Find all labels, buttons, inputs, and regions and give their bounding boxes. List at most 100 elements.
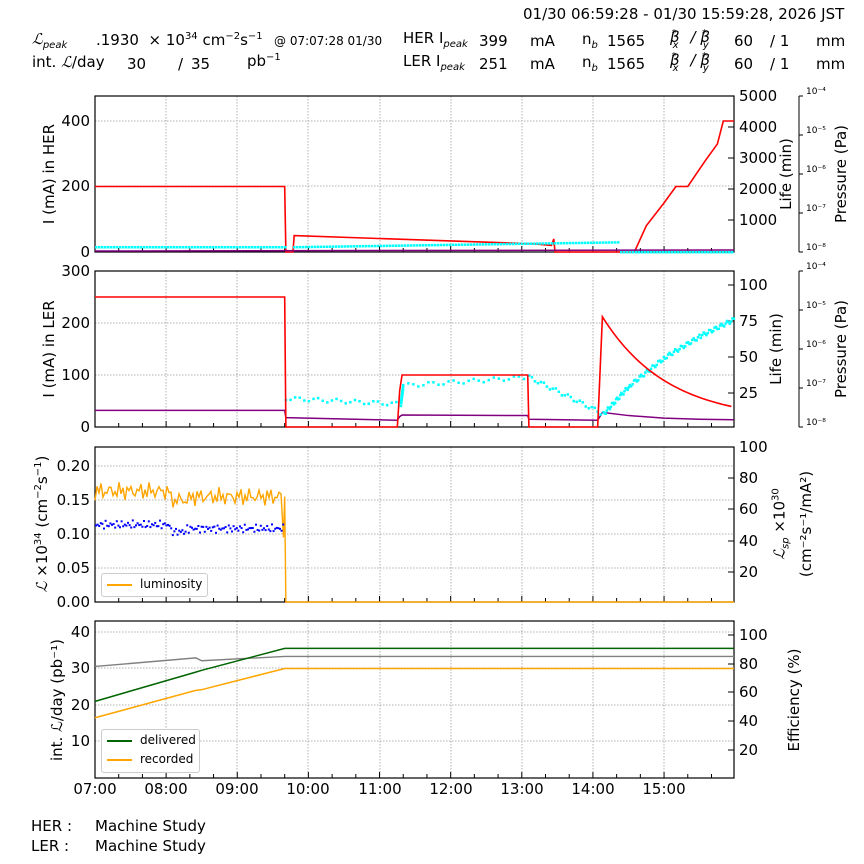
specific-lumi-point — [119, 526, 121, 529]
specific-lumi-point — [239, 525, 241, 528]
ler-lifetime-point — [672, 350, 676, 354]
her-lifetime-point — [479, 243, 482, 246]
ler-lifetime-point — [664, 357, 667, 360]
right-tick-label: 2000 — [739, 180, 778, 198]
ler-peak-current: 251 — [479, 55, 508, 73]
ler-lifetime-point — [706, 331, 709, 335]
ler-lifetime-point — [720, 322, 723, 326]
her-lifetime-point — [368, 244, 371, 248]
her-lifetime-point — [212, 246, 215, 249]
ler-lifetime-point — [637, 379, 640, 382]
ler-lifetime-point — [622, 393, 625, 396]
ler-lifetime-point — [390, 401, 393, 404]
ler-lifetime-point — [619, 393, 622, 397]
panel2-pressure-label: Pressure (Pa) — [832, 299, 850, 399]
her-lifetime-point — [728, 251, 731, 254]
ler-lifetime-point — [675, 349, 678, 352]
specific-lumi-point — [175, 527, 177, 530]
specific-lumi-point — [120, 520, 123, 523]
specific-lumi-point — [208, 526, 211, 529]
her-lifetime-point — [446, 243, 449, 247]
ler-lifetime-point — [629, 385, 633, 388]
ler-lifetime-point — [427, 381, 430, 384]
x-tick-label: 12:00 — [429, 780, 473, 798]
her-nb-label: nb — [582, 30, 598, 51]
right-tick-label: 4000 — [739, 118, 778, 136]
her-lifetime-point — [575, 241, 578, 245]
her-lifetime-point — [377, 244, 380, 248]
her-lifetime-point — [590, 241, 593, 245]
her-current-line — [95, 120, 734, 253]
her-lifetime-point — [704, 251, 707, 254]
ler-lifetime-point — [533, 380, 537, 383]
her-lifetime-point — [296, 245, 299, 249]
ler-lifetime-point — [344, 402, 347, 405]
ler-lifetime-point — [517, 375, 521, 378]
specific-lumi-point — [157, 525, 160, 528]
y-tick-label: 40 — [70, 623, 90, 641]
her-lifetime-point — [659, 251, 662, 254]
ler-pressure-line — [95, 409, 735, 421]
legend-label-luminosity: luminosity — [140, 577, 203, 591]
right-tick-label: 1000 — [739, 211, 778, 229]
her-lifetime-point — [701, 251, 704, 254]
her-lifetime-point — [431, 243, 434, 247]
her-lifetime-point — [215, 246, 218, 249]
her-lifetime-point — [587, 241, 590, 245]
ler-lifetime-point — [615, 396, 619, 399]
her-lifetime-point — [407, 244, 410, 247]
ler-lifetime-point — [447, 380, 450, 383]
her-lifetime-point — [143, 246, 146, 249]
ler-lifetime-point — [399, 404, 403, 408]
ler-lifetime-point — [542, 381, 546, 384]
her-lifetime-point — [314, 245, 317, 249]
her-beta-x: 60 — [734, 32, 754, 50]
her-lifetime-point — [374, 244, 377, 248]
her-lifetime-point — [320, 245, 323, 249]
specific-lumi-point — [184, 530, 187, 533]
ler-lifetime-point — [728, 322, 731, 325]
ler-lifetime-point — [725, 319, 729, 323]
int-lumi-label: int. ℒ/day — [32, 53, 105, 71]
her-lifetime-point — [338, 245, 341, 248]
her-lifetime-point — [707, 251, 710, 254]
specific-lumi-point — [269, 530, 272, 533]
ler-lifetime-point — [321, 399, 324, 403]
her-lifetime-point — [188, 246, 191, 249]
int-lumi-unit: pb−1 — [247, 52, 281, 70]
her-beta-y: / 1 — [770, 32, 790, 50]
specific-lumi-point — [267, 528, 270, 531]
specific-lumi-point — [138, 524, 141, 527]
ler-lifetime-point — [692, 337, 696, 340]
panel3-right-label-1: ℒsp ×1030 — [770, 488, 792, 560]
ler-lifetime-point — [512, 375, 516, 378]
y-tick-label: 100 — [61, 366, 90, 384]
specific-lumi-point — [98, 525, 101, 528]
her-lifetime-point — [512, 242, 515, 246]
specific-lumi-point — [253, 530, 256, 533]
ler-lifetime-point — [674, 348, 677, 351]
specific-lumi-point — [154, 521, 157, 524]
her-lifetime-point — [272, 246, 275, 249]
ler-lifetime-point — [642, 374, 646, 378]
her-lifetime-point — [608, 241, 611, 244]
ler-lifetime-point — [732, 317, 736, 320]
her-lifetime-point — [164, 246, 167, 249]
ler-lifetime-point — [702, 331, 705, 334]
ler-lifetime-point — [330, 399, 334, 402]
ler-lifetime-point — [711, 329, 715, 333]
specific-lumi-point — [275, 526, 278, 529]
ler-lifetime-point — [412, 383, 415, 386]
specific-lumi-point — [162, 523, 165, 526]
her-lifetime-point — [152, 246, 155, 249]
panel3-right-label-2: (cm⁻²s⁻¹/mA²) — [797, 470, 815, 578]
her-lifetime-point — [239, 246, 242, 249]
specific-lumi-point — [231, 530, 233, 533]
her-beta-unit: mm — [816, 32, 846, 50]
ler-lifetime-point — [631, 383, 634, 386]
her-lifetime-point — [593, 241, 596, 244]
ler-lifetime-point — [569, 395, 573, 399]
her-lifetime-point — [329, 245, 332, 248]
ler-lifetime-point — [705, 333, 708, 337]
her-lifetime-point — [134, 246, 137, 249]
